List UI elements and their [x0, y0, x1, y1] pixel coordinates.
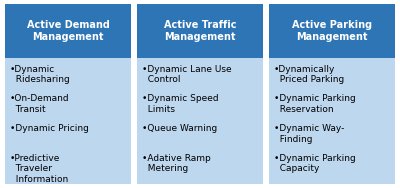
Text: •Dynamic Way-
  Finding: •Dynamic Way- Finding [274, 124, 344, 144]
Text: •On-Demand
  Transit: •On-Demand Transit [10, 94, 70, 114]
Text: •Dynamic Pricing: •Dynamic Pricing [10, 124, 89, 133]
Text: •Dynamic Parking
  Reservation: •Dynamic Parking Reservation [274, 94, 356, 114]
Text: •Adative Ramp
  Metering: •Adative Ramp Metering [142, 154, 211, 174]
Text: Active Demand
Management: Active Demand Management [26, 20, 110, 42]
Text: •Dynamic Speed
  Limits: •Dynamic Speed Limits [142, 94, 218, 114]
Text: •Dynamically
  Priced Parking: •Dynamically Priced Parking [274, 65, 344, 84]
Text: •Predictive
  Traveler
  Information: •Predictive Traveler Information [10, 154, 68, 184]
Text: •Dynamic
  Ridesharing: •Dynamic Ridesharing [10, 65, 70, 84]
Text: •Queue Warning: •Queue Warning [142, 124, 217, 133]
Text: •Dynamic Parking
  Capacity: •Dynamic Parking Capacity [274, 154, 356, 174]
Text: Active Traffic
Management: Active Traffic Management [164, 20, 236, 42]
Text: •Dynamic Lane Use
  Control: •Dynamic Lane Use Control [142, 65, 232, 84]
Text: Active Parking
Management: Active Parking Management [292, 20, 372, 42]
